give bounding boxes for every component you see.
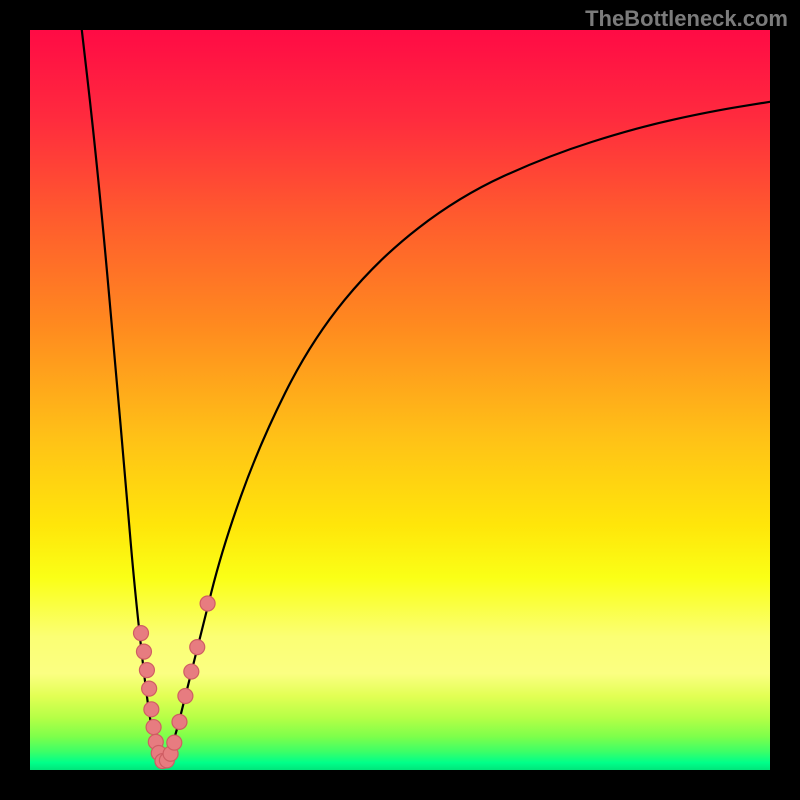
data-marker xyxy=(142,681,157,696)
data-marker xyxy=(200,596,215,611)
data-marker xyxy=(178,689,193,704)
data-marker xyxy=(167,735,182,750)
data-marker xyxy=(134,626,149,641)
chart-svg xyxy=(30,30,770,770)
root-canvas: TheBottleneck.com xyxy=(0,0,800,800)
watermark-text: TheBottleneck.com xyxy=(585,6,788,32)
data-marker xyxy=(172,714,187,729)
data-marker xyxy=(146,720,161,735)
data-marker xyxy=(184,664,199,679)
data-marker xyxy=(144,702,159,717)
data-marker xyxy=(139,663,154,678)
data-marker xyxy=(190,640,205,655)
data-marker xyxy=(136,644,151,659)
bottleneck-chart xyxy=(30,30,770,770)
